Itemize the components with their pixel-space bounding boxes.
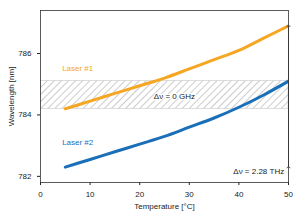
svg-text:40: 40: [234, 190, 243, 199]
svg-text:782: 782: [18, 172, 32, 181]
svg-text:Δν = 2.28 THz: Δν = 2.28 THz: [233, 167, 284, 176]
svg-text:Laser #2: Laser #2: [62, 138, 94, 147]
svg-text:Wavelength [nm]: Wavelength [nm]: [7, 67, 16, 127]
svg-text:Δν = 0 GHz: Δν = 0 GHz: [154, 92, 195, 101]
svg-text:0: 0: [38, 190, 43, 199]
svg-text:50: 50: [284, 190, 293, 199]
svg-text:Laser #1: Laser #1: [62, 64, 94, 73]
svg-text:Temperature [°C]: Temperature [°C]: [134, 202, 195, 211]
svg-text:30: 30: [185, 190, 194, 199]
svg-text:10: 10: [86, 190, 95, 199]
svg-text:786: 786: [18, 49, 32, 58]
svg-text:784: 784: [18, 110, 32, 119]
svg-text:20: 20: [135, 190, 144, 199]
